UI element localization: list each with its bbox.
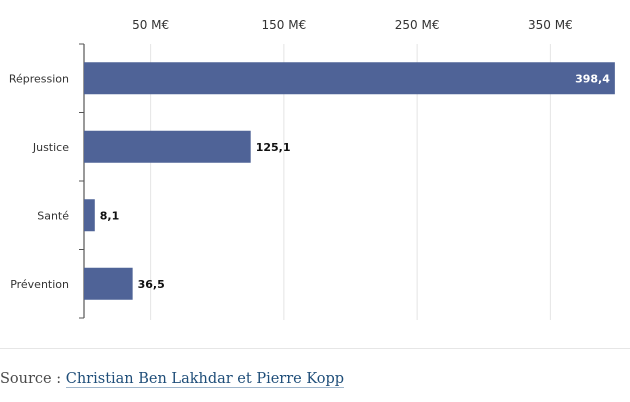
source-prefix: Source : (0, 371, 66, 387)
source-line: Source : Christian Ben Lakhdar et Pierre… (0, 371, 345, 388)
category-label: Justice (32, 141, 69, 154)
x-tick-label: 250 M€ (395, 18, 440, 32)
bar (84, 130, 251, 163)
x-tick-labels: 50 M€ 150 M€ 250 M€ 350 M€ (132, 18, 573, 32)
category-label: Prévention (10, 278, 69, 291)
value-label: 125,1 (256, 141, 291, 154)
y-axis (79, 43, 85, 319)
source-link[interactable]: Christian Ben Lakhdar et Pierre Kopp (65, 371, 345, 388)
category-labels: Répression Justice Santé Prévention (9, 72, 69, 291)
category-label: Répression (9, 72, 69, 85)
x-tick-label: 50 M€ (132, 18, 169, 32)
divider (0, 348, 630, 349)
value-label: 36,5 (138, 278, 165, 291)
value-labels: 398,4 125,1 8,1 36,5 (100, 72, 610, 291)
category-label: Santé (37, 209, 69, 222)
bar-chart: 50 M€ 150 M€ 250 M€ 350 M€ Répression Justic… (9, 18, 615, 320)
bar (84, 267, 133, 300)
bar (84, 62, 615, 95)
value-label: 8,1 (100, 209, 120, 222)
bars (84, 62, 615, 300)
x-tick-label: 150 M€ (262, 18, 307, 32)
x-tick-label: 350 M€ (528, 18, 573, 32)
value-label: 398,4 (575, 72, 610, 85)
bar (84, 199, 95, 232)
